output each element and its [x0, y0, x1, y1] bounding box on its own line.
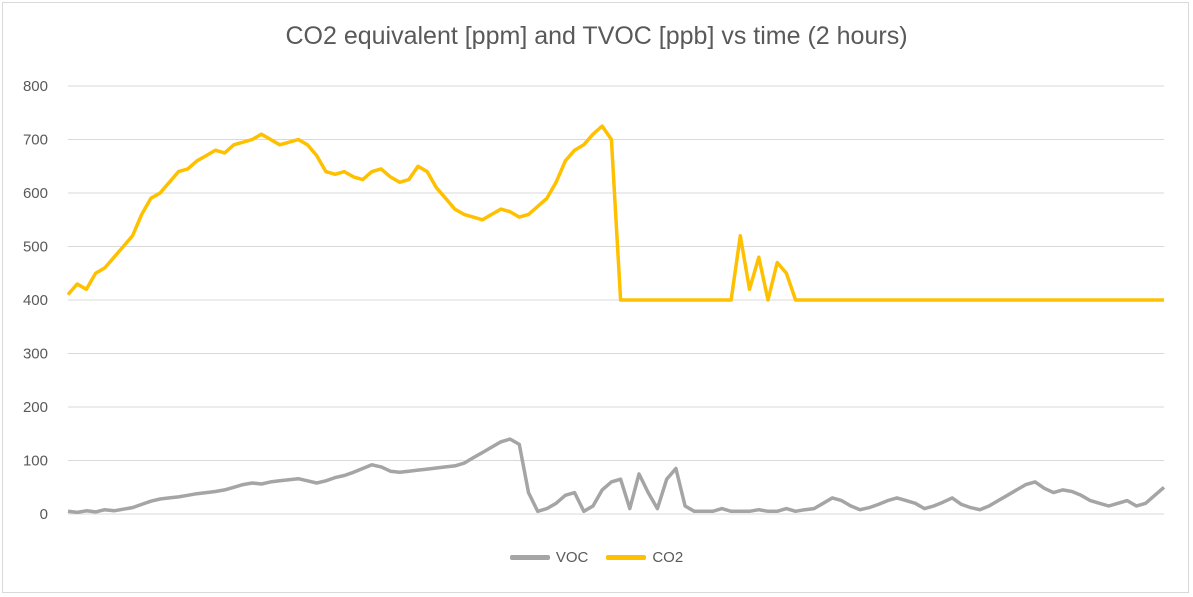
legend-item-voc: VOC: [509, 549, 589, 566]
legend-label-co2: CO2: [652, 549, 684, 566]
y-tick-label-100: 100: [23, 453, 48, 470]
series-line-voc: [67, 437, 1166, 515]
legend-item-co2: CO2: [606, 549, 683, 566]
y-axis-tick-labels: 0 100 200 300 400 500 600 700 800: [23, 78, 48, 523]
y-tick-label-400: 400: [23, 292, 48, 309]
series-lines: [66, 124, 1166, 515]
legend-swatch-co2: [606, 555, 647, 560]
y-tick-label-200: 200: [23, 399, 48, 416]
legend-swatch-voc: [509, 555, 550, 560]
y-tick-label-800: 800: [23, 78, 48, 95]
y-tick-label-700: 700: [23, 132, 48, 149]
legend-label-voc: VOC: [555, 549, 589, 566]
legend: VOC CO2: [0, 549, 1193, 566]
chart-title: CO2 equivalent [ppm] and TVOC [ppb] vs t…: [285, 22, 908, 50]
y-tick-label-300: 300: [23, 346, 48, 363]
y-tick-label-500: 500: [23, 239, 48, 256]
y-tick-label-600: 600: [23, 185, 48, 202]
y-tick-label-0: 0: [40, 506, 48, 523]
series-line-co2: [66, 124, 1164, 302]
